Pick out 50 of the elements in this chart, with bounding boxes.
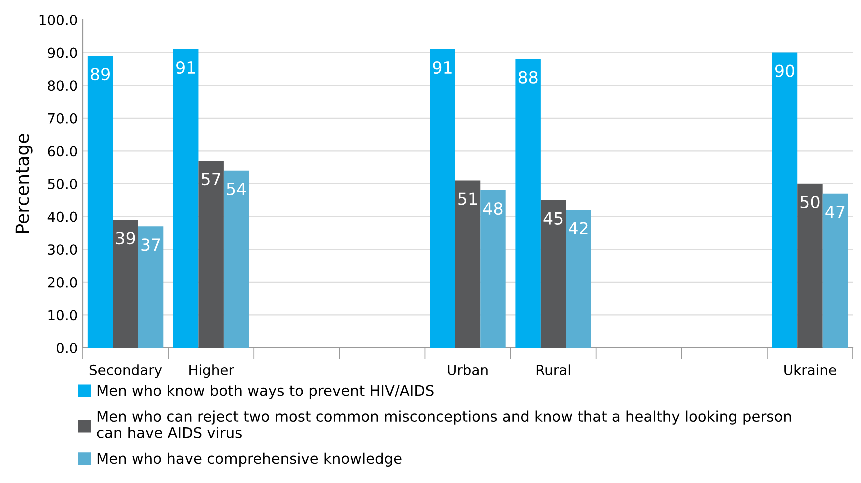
y-tick-label: 50.0 (48, 178, 78, 190)
y-tick-label: 100.0 (40, 14, 78, 26)
bar (566, 210, 592, 348)
bar (88, 56, 114, 348)
x-tick-label: Higher (190, 364, 234, 378)
y-tick-label: 40.0 (48, 212, 78, 222)
bar (173, 50, 199, 348)
data-label: 88 (518, 71, 538, 84)
y-tick-label: 60.0 (48, 146, 78, 157)
data-label: 39 (116, 232, 136, 245)
y-tick-label: 80.0 (48, 80, 78, 92)
data-label: 90 (775, 64, 794, 78)
data-label: 57 (202, 173, 221, 186)
data-label: 51 (458, 192, 478, 206)
data-label: 37 (142, 238, 160, 252)
legend-label: Men who can reject two most common misconceptions and know that a healthy looking person can have AIDS virus (97, 410, 792, 438)
bar (224, 170, 250, 348)
legend-label: Men who know both ways to prevent HIV/AIDS (98, 384, 434, 400)
bar (540, 200, 566, 348)
legend-label: Men who have comprehensive knowledge (98, 452, 402, 467)
bar (772, 52, 798, 348)
y-tick-label: 90.0 (48, 48, 78, 58)
data-label: 50 (800, 196, 820, 209)
x-tick-label: Ukraine (784, 364, 836, 376)
x-tick-label: Urban (448, 364, 488, 376)
data-label: 54 (227, 183, 246, 196)
y-tick-label: 30.0 (48, 244, 78, 256)
bar (198, 161, 224, 348)
x-tick-label: Rural (536, 364, 570, 376)
data-label: 42 (569, 222, 588, 235)
bar (516, 59, 541, 348)
bar (138, 226, 164, 348)
data-label: 91 (176, 61, 196, 74)
y-tick-label: 20.0 (48, 277, 78, 288)
bar (480, 190, 506, 348)
bar (455, 180, 481, 348)
x-tick-label: Secondary (90, 364, 162, 378)
data-label: 45 (544, 212, 563, 225)
bar (113, 220, 138, 348)
data-label: 48 (483, 202, 503, 216)
y-tick-label: 70.0 (48, 113, 78, 124)
data-label: 47 (826, 206, 845, 218)
y-tick-label: 10.0 (48, 310, 78, 321)
y-axis-title: Percentage (16, 134, 33, 234)
y-tick-label: 0.0 (56, 342, 78, 354)
data-label: 89 (91, 68, 110, 81)
bar (822, 194, 848, 348)
bar (798, 184, 823, 348)
data-label: 91 (433, 61, 452, 74)
bar (430, 50, 456, 348)
